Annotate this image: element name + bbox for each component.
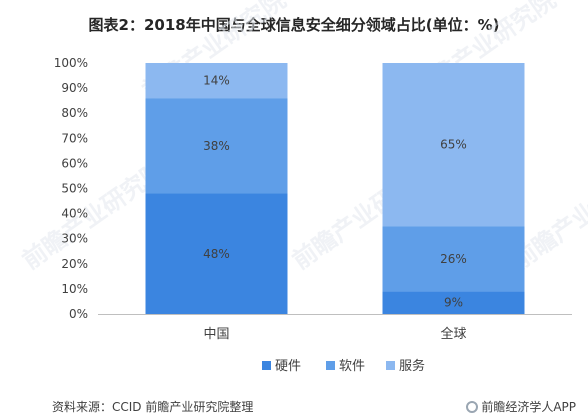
y-axis: 0% 10% 20% 30% 40% 50% 60% 70% 80% 90% 100% (54, 56, 88, 321)
brand-label: 前瞻经济学人APP (481, 400, 576, 414)
legend-label: 硬件 (275, 359, 301, 374)
bar-segment (145, 193, 288, 314)
y-tick-label: 100% (54, 56, 88, 70)
bar-segment (145, 63, 288, 99)
y-tick-label: 10% (61, 282, 88, 296)
y-tick-label: 50% (61, 182, 88, 196)
bar-segment (145, 98, 288, 194)
data-label: 9% (444, 296, 463, 310)
y-tick-label: 60% (61, 156, 88, 170)
x-category-label: 全球 (440, 326, 466, 342)
bars: 48% 38% 14% 9% 26% 65% (145, 63, 525, 314)
data-label: 26% (440, 252, 467, 266)
legend-swatch (386, 361, 395, 370)
data-label: 65% (440, 138, 467, 152)
bar-segment (382, 291, 525, 314)
y-tick-label: 40% (61, 207, 88, 221)
source-note: 资料来源：CCID 前瞻产业研究院整理 (52, 400, 254, 414)
legend-label: 软件 (339, 359, 365, 374)
y-tick-label: 70% (61, 131, 88, 145)
chart-title: 图表2：2018年中国与全球信息安全细分领域占比(单位：%) (88, 16, 500, 34)
legend: 硬件 软件 服务 (262, 358, 425, 374)
legend-swatch (326, 361, 335, 370)
brand-logo-icon (466, 401, 479, 413)
bar-segment (382, 226, 525, 292)
bar-segment (382, 63, 525, 227)
legend-label: 服务 (399, 358, 425, 374)
x-category-label: 中国 (203, 327, 229, 342)
legend-swatch (262, 361, 271, 370)
y-tick-label: 20% (61, 257, 88, 271)
y-tick-label: 80% (61, 106, 88, 120)
data-label: 14% (203, 74, 230, 88)
brand-footer: 前瞻经济学人APP (466, 398, 576, 415)
x-axis: 中国 全球 (98, 314, 572, 342)
y-tick-label: 90% (61, 81, 88, 95)
y-tick-label: 30% (61, 232, 88, 246)
data-label: 48% (203, 247, 230, 261)
data-label: 38% (203, 139, 230, 153)
y-tick-label: 0% (69, 307, 88, 321)
